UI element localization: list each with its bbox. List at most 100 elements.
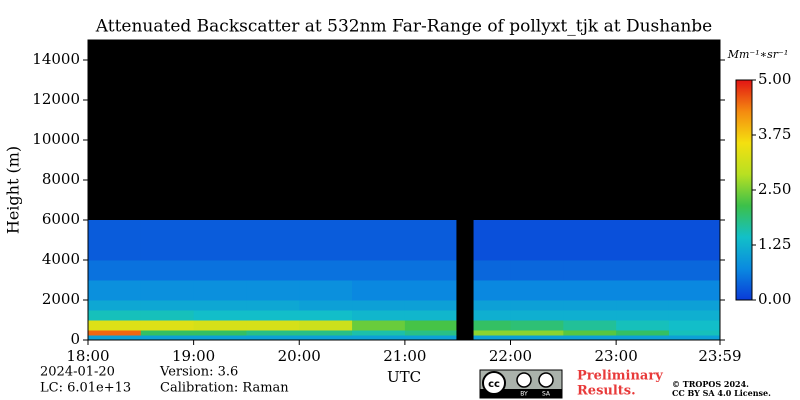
heatmap-cell xyxy=(510,330,564,336)
heatmap-cell xyxy=(668,220,721,261)
heatmap-cell xyxy=(563,300,617,311)
heatmap-cell xyxy=(563,310,617,321)
heatmap-cell xyxy=(88,310,142,321)
heatmap-cell xyxy=(510,320,564,331)
y-tick-label: 14000 xyxy=(32,50,80,68)
heatmap-cell xyxy=(140,310,195,321)
heatmap-cell xyxy=(140,260,195,281)
heatmap-cell xyxy=(616,280,670,301)
heatmap-cell xyxy=(299,300,353,311)
heatmap-cell xyxy=(668,310,721,321)
heatmap-cell xyxy=(404,260,457,281)
heatmap-cell xyxy=(88,220,142,261)
heatmap-cell xyxy=(193,335,247,341)
version: Version: 3.6 xyxy=(159,365,238,380)
heatmap-cell xyxy=(668,330,721,336)
heatmap-cell xyxy=(299,220,353,261)
heatmap-cell xyxy=(88,330,142,336)
heatmap-cell xyxy=(616,300,670,311)
x-tick-label: 21:00 xyxy=(383,347,426,365)
heatmap-cell xyxy=(510,280,564,301)
y-axis-label: Height (m) xyxy=(4,146,23,234)
heatmap-cell xyxy=(299,310,353,321)
heatmap-cell xyxy=(140,300,195,311)
badge-strip xyxy=(480,389,562,398)
heatmap-cell xyxy=(193,260,247,281)
heatmap-cell xyxy=(246,330,300,336)
badge-by: BY xyxy=(520,391,528,398)
heatmap-cell xyxy=(473,330,512,336)
heatmap-cell xyxy=(352,330,406,336)
badge-sa: SA xyxy=(542,391,551,398)
heatmap-cell xyxy=(510,220,564,261)
plot-frame xyxy=(87,39,721,341)
heatmap-cell xyxy=(616,220,670,261)
preliminary: Results. xyxy=(577,384,636,399)
heatmap-cell xyxy=(563,260,617,281)
heatmap-cell xyxy=(246,280,300,301)
heatmap-cell xyxy=(140,220,195,261)
heatmap-cell xyxy=(616,330,670,336)
heatmap-cell xyxy=(352,260,406,281)
colorbar-label: Mm⁻¹∗sr⁻¹ xyxy=(727,48,789,61)
copyright: © TROPOS 2024. xyxy=(672,379,749,389)
heatmap-cell xyxy=(352,335,406,341)
heatmap-cell xyxy=(510,310,564,321)
heatmap-cell xyxy=(193,320,247,331)
calibration: Calibration: Raman xyxy=(160,381,289,396)
preliminary: Preliminary xyxy=(577,369,663,384)
y-tick-label: 6000 xyxy=(42,210,80,228)
heatmap-cell xyxy=(563,280,617,301)
heatmap-cell xyxy=(140,320,195,331)
heatmap-cell xyxy=(193,300,247,311)
heatmap-cell xyxy=(473,335,512,341)
x-tick-label: 22:00 xyxy=(489,347,532,365)
y-tick-label: 8000 xyxy=(42,170,80,188)
heatmap-cell xyxy=(404,310,457,321)
badge-cc: cc xyxy=(488,379,500,390)
heatmap-cell xyxy=(193,330,247,336)
heatmap-cell xyxy=(563,335,617,341)
x-tick-label: 23:00 xyxy=(595,347,638,365)
date: 2024-01-20 xyxy=(40,365,115,380)
heatmap-cell xyxy=(510,335,564,341)
y-tick-label: 2000 xyxy=(42,290,80,308)
heatmap-cell xyxy=(246,300,300,311)
colorbar-tick-label: 0.00 xyxy=(758,290,791,308)
heatmap-cell xyxy=(246,335,300,341)
x-tick-label: 18:00 xyxy=(66,347,109,365)
heatmap-cell xyxy=(352,300,406,311)
heatmap-cell xyxy=(563,320,617,331)
heatmap-cell xyxy=(616,310,670,321)
heatmap-cell xyxy=(473,310,512,321)
heatmap-cell xyxy=(668,320,721,331)
heatmap-cell xyxy=(246,220,300,261)
heatmap-cell xyxy=(88,335,142,341)
heatmap-cell xyxy=(140,335,195,341)
heatmap-cell xyxy=(140,280,195,301)
y-tick-label: 10000 xyxy=(32,130,80,148)
heatmap-cell xyxy=(510,300,564,311)
heatmap-cell xyxy=(88,320,142,331)
colorbar-tick-label: 3.75 xyxy=(758,125,791,143)
heatmap-cell xyxy=(299,320,353,331)
heatmap-cell xyxy=(404,220,457,261)
heatmap-cell xyxy=(88,300,142,311)
heatmap-cell xyxy=(616,260,670,281)
x-axis-label: UTC xyxy=(387,368,421,386)
heatmap-cell xyxy=(668,280,721,301)
x-tick-label: 19:00 xyxy=(172,347,215,365)
x-tick-label: 20:00 xyxy=(278,347,321,365)
y-tick-label: 0 xyxy=(70,330,80,348)
colorbar xyxy=(735,79,753,301)
heatmap-cell xyxy=(404,335,457,341)
y-tick-label: 4000 xyxy=(42,250,80,268)
heatmap-cell xyxy=(563,330,617,336)
heatmap-cell xyxy=(616,320,670,331)
heatmap-cell xyxy=(88,280,142,301)
heatmap-cell xyxy=(473,260,512,281)
heatmap-cell xyxy=(246,260,300,281)
y-tick-label: 12000 xyxy=(32,90,80,108)
heatmap-cell xyxy=(352,220,406,261)
